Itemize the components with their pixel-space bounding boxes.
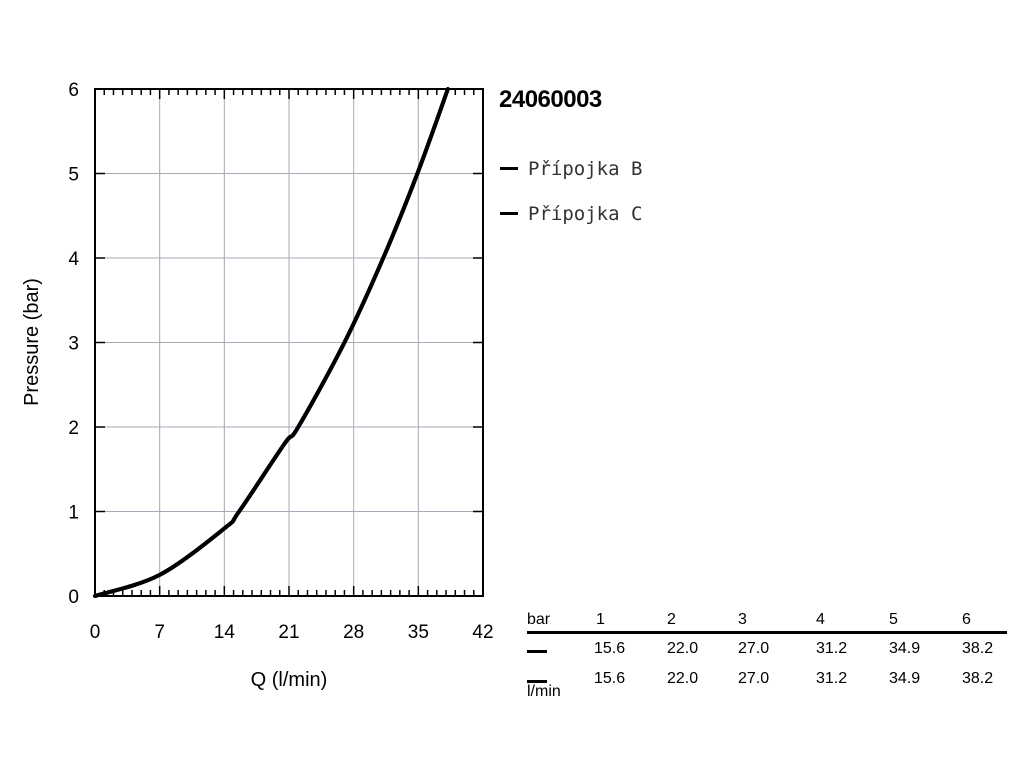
table-cell: 22.0 <box>667 640 699 657</box>
product-code: 24060003 <box>499 86 602 113</box>
x-tick-label: 14 <box>214 622 236 643</box>
y-tick-label: 4 <box>68 249 79 270</box>
y-tick-label: 0 <box>68 587 79 608</box>
x-tick-label: 28 <box>343 622 364 643</box>
table-pressure-1: 1 <box>596 611 605 628</box>
table-header-row: bar 1 2 3 4 5 6 <box>527 611 1007 634</box>
y-tick-label: 5 <box>68 165 79 186</box>
y-tick-label: 3 <box>68 334 79 355</box>
y-tick-label: 6 <box>68 80 79 101</box>
series-line-c <box>93 87 450 598</box>
y-tick-label: 2 <box>68 418 79 439</box>
legend-label-c: Přípojka C <box>528 202 643 225</box>
legend: Přípojka B Přípojka C <box>500 146 642 236</box>
x-tick-label: 35 <box>408 622 429 643</box>
series-lines <box>93 87 450 598</box>
legend-swatch-c <box>500 212 518 215</box>
grid-lines <box>95 89 483 596</box>
table-unit-flow: l/min <box>527 683 561 700</box>
table-cell: 27.0 <box>738 670 770 687</box>
table-cell: 15.6 <box>594 640 626 657</box>
x-tick-label: 21 <box>278 622 299 643</box>
table-row-b: 15.6 22.0 27.0 31.2 34.9 38.2 <box>527 634 1007 664</box>
table-cell: 27.0 <box>738 640 770 657</box>
table-pressure-5: 5 <box>889 611 898 628</box>
x-axis-title: Q (l/min) <box>251 669 328 691</box>
table-cell: 31.2 <box>816 670 848 687</box>
table-swatch-b <box>527 650 547 653</box>
y-axis-title: Pressure (bar) <box>21 278 43 406</box>
table-row-c: 15.6 22.0 27.0 31.2 34.9 38.2 <box>527 664 1007 694</box>
y-tick-labels: 0 1 2 3 4 5 6 <box>68 80 79 608</box>
x-tick-label: 7 <box>154 622 165 643</box>
legend-item-b: Přípojka B <box>500 146 642 191</box>
table-swatch-c <box>527 680 547 683</box>
table-pressure-3: 3 <box>738 611 747 628</box>
table-cell: 34.9 <box>889 670 921 687</box>
y-tick-label: 1 <box>68 503 79 524</box>
x-tick-label: 0 <box>90 622 101 643</box>
table-cell: 34.9 <box>889 640 921 657</box>
table-cell: 31.2 <box>816 640 848 657</box>
table-cell: 22.0 <box>667 670 699 687</box>
table-pressure-6: 6 <box>962 611 971 628</box>
table-pressure-4: 4 <box>816 611 825 628</box>
table-pressure-2: 2 <box>667 611 676 628</box>
table-cell: 15.6 <box>594 670 626 687</box>
table-cell: 38.2 <box>962 670 994 687</box>
table-unit-pressure: bar <box>527 611 551 628</box>
flow-table: bar 1 2 3 4 5 6 15.6 22.0 27.0 31.2 34.9… <box>527 611 1007 700</box>
plot-frame <box>94 88 484 597</box>
legend-item-c: Přípojka C <box>500 191 642 236</box>
legend-swatch-b <box>500 167 518 170</box>
legend-label-b: Přípojka B <box>528 157 643 180</box>
table-cell: 38.2 <box>962 640 994 657</box>
x-tick-labels: 0 7 14 21 28 35 42 <box>90 622 494 643</box>
x-tick-label: 42 <box>472 622 493 643</box>
